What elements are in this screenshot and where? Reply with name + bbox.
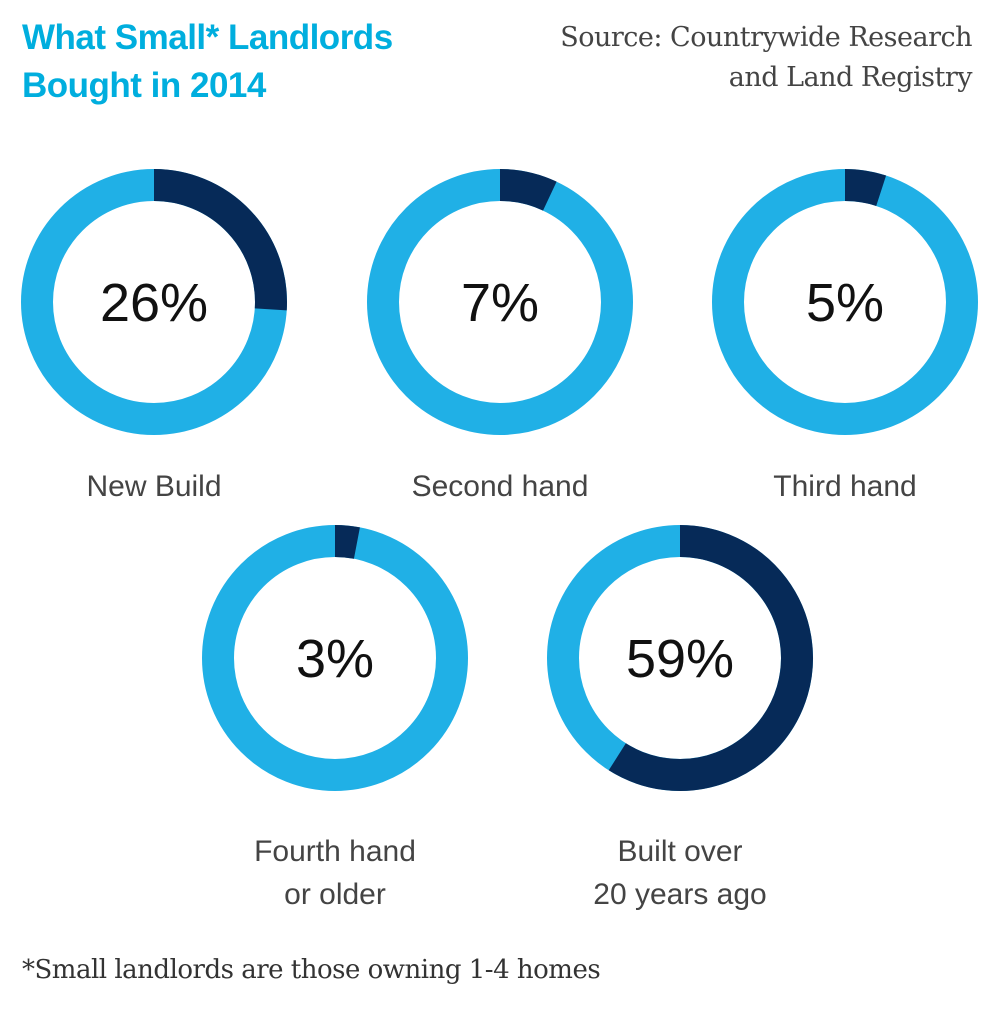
title-line-1: What Small* Landlords [22, 18, 393, 57]
donut-3: 5% [712, 169, 978, 435]
percent-label: 5% [806, 273, 884, 333]
category-label: Second hand [350, 465, 650, 508]
donut-segment [153, 169, 287, 311]
category-label-line: 20 years ago [593, 878, 767, 911]
footnote: *Small landlords are those owning 1-4 ho… [22, 955, 601, 985]
percent-label: 26% [100, 273, 208, 333]
percent-label: 3% [296, 629, 374, 689]
source-line-1: Source: Countrywide Research [560, 22, 972, 53]
category-label: New Build [4, 465, 304, 508]
category-label-line: Third hand [773, 470, 917, 503]
category-label-line: New Build [86, 470, 222, 503]
donut-2: 7% [367, 169, 633, 435]
percent-label: 7% [461, 273, 539, 333]
category-label-line: Built over [617, 835, 743, 868]
donut-segment [608, 525, 813, 791]
percent-label: 59% [626, 629, 734, 689]
donut-segment [499, 169, 557, 211]
donut-4: 3% [202, 525, 468, 791]
donut-segment [844, 169, 887, 207]
category-label-line: or older [284, 878, 386, 911]
donut-1: 26% [21, 169, 287, 435]
category-label: Third hand [695, 465, 995, 508]
category-label: Fourth hand or older [185, 830, 485, 916]
donut-5: 59% [547, 525, 813, 791]
donut-segment [334, 525, 360, 559]
source-line-2: and Land Registry [728, 62, 973, 93]
source-note: Source: Countrywide Research and Land Re… [560, 18, 972, 98]
category-label-line: Fourth hand [254, 835, 416, 868]
title-line-2: Bought in 2014 [22, 66, 266, 105]
category-label: Built over 20 years ago [530, 830, 830, 916]
category-label-line: Second hand [411, 470, 589, 503]
chart-title: What Small* Landlords Bought in 2014 [22, 14, 393, 110]
